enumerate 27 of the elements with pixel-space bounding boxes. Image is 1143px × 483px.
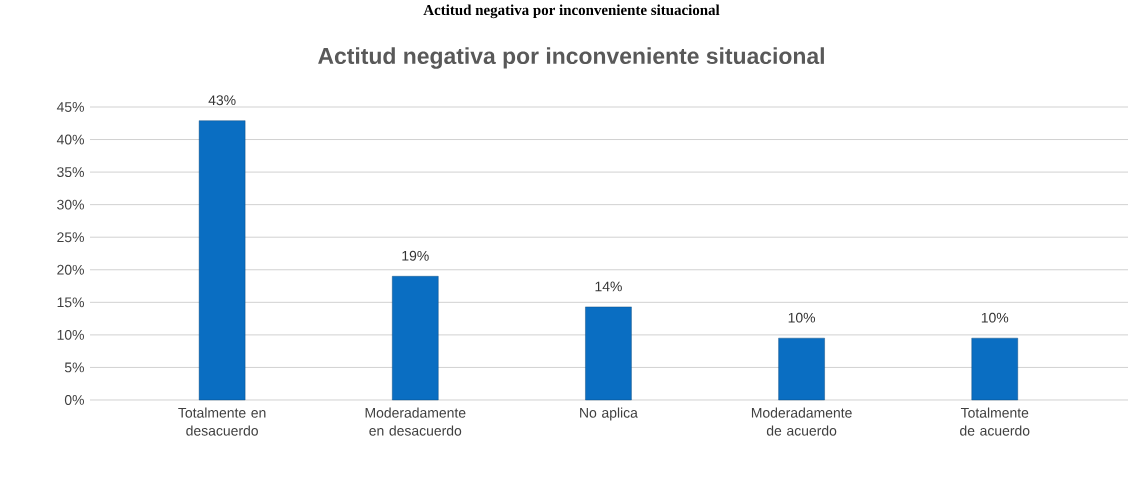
y-tick-label: 15%: [57, 297, 84, 308]
data-label: 14%: [595, 281, 622, 292]
text: Actitud negativa por inconveniente situacional: [423, 4, 720, 19]
x-tick-label: Totalmente de acuerdo: [960, 407, 1030, 436]
y-tick-label: 25%: [57, 232, 84, 243]
data-label: 43%: [208, 95, 236, 106]
data-label: 19%: [402, 250, 429, 261]
bar: [778, 337, 825, 401]
y-tick-label: 40%: [56, 134, 84, 145]
y-tick-label: 35%: [57, 167, 84, 178]
y-tick-label: 30%: [57, 199, 84, 210]
data-label: 10%: [981, 312, 1009, 323]
y-tick-label: 45%: [56, 102, 84, 112]
y-tick-label: 0%: [64, 395, 84, 405]
x-tick-label: Totalmente en desacuerdo: [178, 407, 266, 436]
x-tick-label: No aplica: [580, 407, 638, 421]
y-tick-label: 5%: [64, 362, 84, 373]
chart-title: Actitud negativa por inconveniente situacional: [318, 47, 824, 69]
x-tick-label: Moderadamente en desacuerdo: [365, 407, 466, 436]
bar: [392, 276, 439, 401]
bar: [971, 337, 1018, 401]
y-tick-label: 20%: [57, 264, 84, 275]
bar: [198, 120, 246, 401]
x-tick-label: Moderadamente de acuerdo: [751, 407, 852, 436]
data-label: 10%: [788, 312, 816, 323]
y-tick-label: 10%: [57, 329, 84, 340]
bar: [585, 306, 632, 401]
